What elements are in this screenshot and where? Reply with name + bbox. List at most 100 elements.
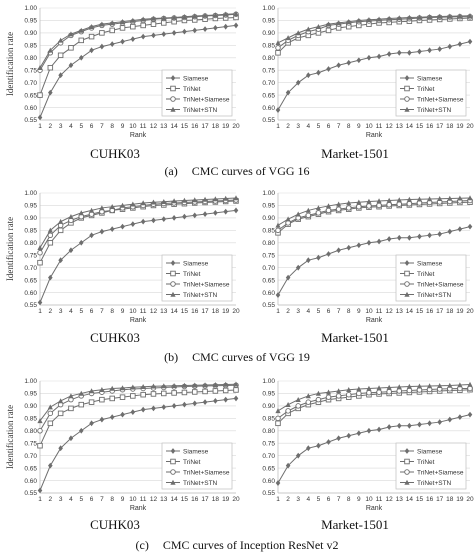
- y-tick-label: 1.00: [262, 378, 275, 385]
- x-tick-label: 16: [426, 308, 434, 315]
- data-point: [406, 196, 412, 202]
- legend-swatch-marker: [404, 106, 410, 112]
- legend-swatch-marker: [170, 458, 176, 465]
- data-point: [417, 421, 422, 428]
- legend-entry: TriNet: [417, 271, 435, 278]
- y-tick-label: 0.85: [24, 228, 37, 235]
- legend-entry: TriNet: [183, 459, 201, 466]
- y-tick-label: 0.95: [24, 18, 37, 25]
- x-tick-label: 13: [396, 123, 404, 130]
- x-axis-title: Rank: [366, 132, 383, 139]
- y-tick-label: 0.80: [262, 240, 275, 247]
- x-tick-label: 8: [347, 496, 351, 503]
- data-point: [130, 384, 136, 390]
- data-point: [346, 244, 352, 251]
- y-tick-label: 0.90: [24, 403, 37, 410]
- y-tick-label: 0.95: [262, 203, 275, 210]
- data-point: [171, 402, 177, 409]
- x-tick-label: 2: [286, 123, 290, 130]
- series-trinet-siamese: [37, 382, 239, 434]
- legend-swatch-marker: [404, 281, 410, 287]
- data-point: [275, 480, 281, 486]
- data-point: [181, 197, 188, 203]
- data-point: [457, 41, 463, 47]
- data-point: [386, 15, 392, 21]
- x-tick-label: 15: [416, 496, 424, 503]
- series-siamese: [37, 207, 239, 306]
- data-point: [48, 274, 53, 281]
- x-tick-label: 4: [69, 123, 73, 130]
- data-point: [58, 37, 64, 43]
- series-siamese: [37, 22, 239, 121]
- data-point: [119, 202, 126, 208]
- data-point: [467, 13, 473, 19]
- x-tick-label: 12: [150, 123, 158, 130]
- data-point: [467, 385, 473, 392]
- x-tick-label: 3: [59, 123, 63, 130]
- data-point: [88, 33, 95, 40]
- legend-swatch-marker: [404, 260, 410, 266]
- data-point: [305, 212, 312, 219]
- data-point: [99, 30, 105, 36]
- data-point: [336, 62, 341, 69]
- data-point: [171, 383, 177, 389]
- data-point: [447, 228, 453, 235]
- legend-swatch-marker: [170, 85, 176, 92]
- chart-5: 0.55 0.60 0.65 0.70 0.75 0.80 0.85 0.90 0.95 1.00…: [5, 378, 240, 512]
- data-point: [202, 382, 208, 388]
- x-tick-label: 2: [49, 123, 53, 130]
- legend-entry: TriNet+Siamese: [417, 469, 464, 476]
- y-tick-label: 0.65: [24, 465, 37, 472]
- x-tick-label: 5: [317, 308, 321, 315]
- data-point: [192, 197, 198, 203]
- data-point: [426, 14, 433, 20]
- data-point: [325, 207, 332, 214]
- data-point: [275, 292, 281, 298]
- data-point: [427, 47, 432, 54]
- data-point: [191, 389, 198, 395]
- x-tick-label: 19: [456, 308, 464, 315]
- x-tick-label: 7: [337, 308, 341, 315]
- y-tick-label: 1.00: [24, 5, 37, 12]
- x-tick-label: 6: [327, 308, 331, 315]
- data-point: [407, 234, 412, 241]
- data-point: [356, 17, 362, 23]
- data-point: [58, 398, 64, 404]
- series-line: [39, 199, 237, 253]
- data-point: [109, 414, 115, 420]
- y-tick-label: 0.95: [262, 18, 275, 25]
- y-tick-label: 0.80: [262, 428, 275, 435]
- x-tick-label: 4: [307, 308, 311, 315]
- x-tick-label: 11: [140, 496, 147, 503]
- data-point: [447, 13, 453, 19]
- x-tick-label: 13: [396, 496, 404, 503]
- y-tick-label: 0.70: [262, 265, 275, 272]
- data-point: [275, 45, 281, 51]
- x-tick-label: 6: [327, 496, 331, 503]
- data-point: [68, 393, 74, 399]
- x-tick-label: 13: [160, 496, 168, 503]
- data-point: [457, 226, 463, 232]
- data-point: [109, 20, 115, 26]
- x-tick-label: 14: [170, 308, 178, 315]
- data-point: [356, 430, 362, 437]
- dataset-label-row3-right: Market-1501: [321, 517, 389, 532]
- legend: Siamese TriNet TriNet+Siamese TriNet+STN: [395, 254, 467, 302]
- data-point: [171, 198, 177, 204]
- data-point: [47, 410, 54, 417]
- y-tick-label: 0.90: [24, 215, 37, 222]
- data-point: [130, 201, 136, 207]
- y-tick-label: 0.65: [24, 92, 37, 99]
- data-point: [202, 26, 208, 33]
- data-point: [336, 247, 341, 254]
- data-point: [467, 223, 473, 230]
- series-trinet-stn: [37, 195, 239, 251]
- data-point: [48, 462, 53, 469]
- y-tick-label: 0.85: [262, 416, 275, 423]
- x-tick-label: 13: [396, 308, 404, 315]
- x-tick-label: 9: [357, 496, 361, 503]
- data-point: [416, 14, 423, 20]
- y-tick-label: 0.90: [262, 30, 275, 37]
- data-point: [437, 419, 442, 425]
